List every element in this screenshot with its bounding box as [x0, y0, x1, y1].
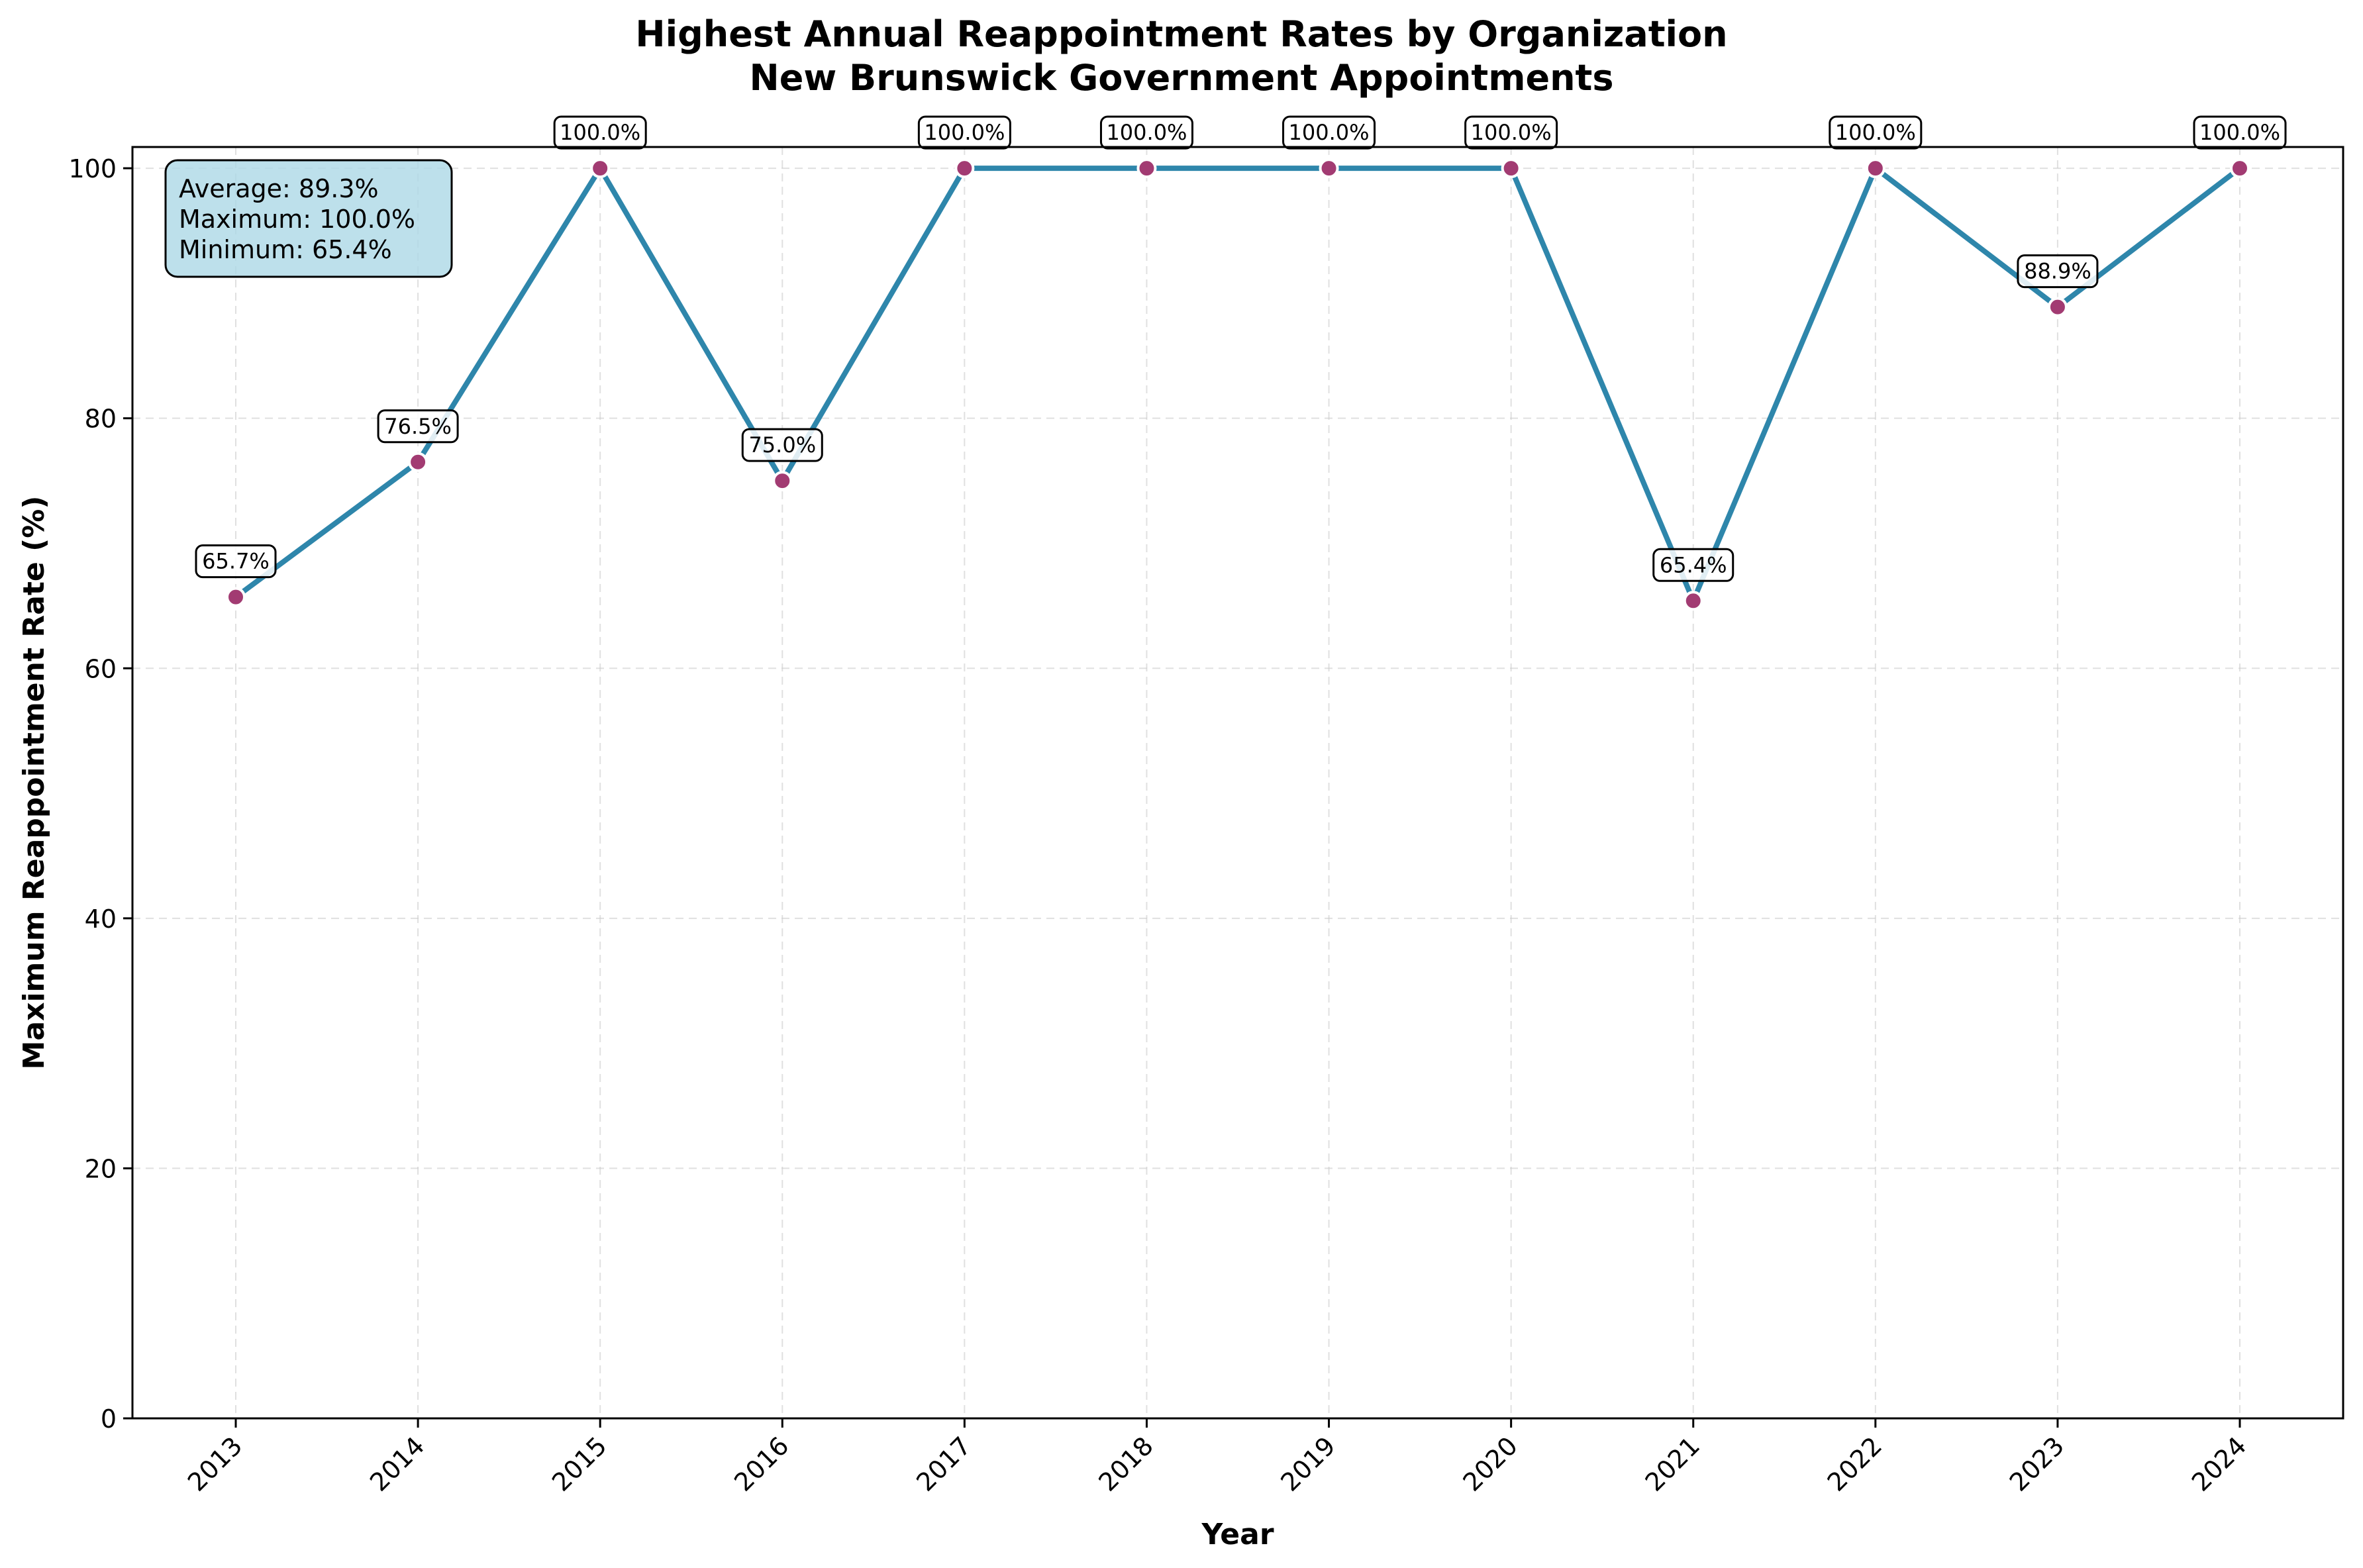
data-point	[1319, 158, 1339, 179]
series-line	[233, 166, 2242, 604]
data-point	[2047, 297, 2068, 317]
data-label: 100.0%	[1835, 120, 1916, 145]
data-labels: 65.7% 76.5% 100.0% 75.0% 100.0% 100.0% 100.0% 1…	[195, 115, 2287, 582]
stats-minimum: Minimum: 65.4%	[179, 235, 392, 264]
data-point	[954, 158, 975, 179]
y-tick-label: 0	[101, 1404, 117, 1434]
data-label: 100.0%	[1289, 120, 1370, 145]
chart-subtitle: New Brunswick Government Appointments	[750, 57, 1614, 99]
data-label: 75.0%	[748, 432, 816, 458]
data-label-box	[741, 428, 823, 462]
data-point	[408, 452, 428, 472]
chart-title: Highest Annual Reappointment Rates by Or…	[635, 13, 1727, 55]
data-label: 88.9%	[2024, 259, 2091, 284]
data-label-box	[2017, 254, 2099, 289]
y-tick-label: 60	[85, 654, 117, 683]
data-label-box	[1282, 115, 1376, 150]
series-line-group	[233, 166, 2242, 604]
data-label: 100.0%	[924, 120, 1005, 145]
data-label-box	[1829, 115, 1923, 150]
plot-frame	[131, 146, 2344, 1420]
y-tick-label: 80	[85, 405, 117, 434]
data-label-box	[1099, 115, 1193, 150]
y-tick-label: 20	[85, 1154, 117, 1183]
y-tick-label: 40	[85, 905, 117, 934]
stats-box-background	[164, 159, 453, 278]
data-label: 100.0%	[2199, 120, 2280, 145]
y-axis-label: Maximum Reappointment Rate (%)	[17, 496, 51, 1070]
data-point	[772, 471, 793, 491]
data-label: 65.4%	[1660, 552, 1727, 577]
data-point	[1501, 158, 1521, 179]
data-point	[1136, 158, 1157, 179]
data-point	[2230, 158, 2250, 179]
data-label-box	[553, 115, 647, 150]
data-label: 65.7%	[202, 549, 270, 574]
stats-maximum: Maximum: 100.0%	[179, 205, 415, 234]
data-label-box	[1652, 548, 1735, 582]
data-label-box	[1464, 115, 1558, 150]
stats-box: Average: 89.3% Maximum: 100.0% Minimum: …	[164, 159, 453, 278]
data-label-box	[2193, 115, 2287, 150]
data-label: 100.0%	[1106, 120, 1187, 145]
data-label-box	[195, 544, 277, 579]
data-label: 100.0%	[560, 120, 640, 145]
data-point	[590, 158, 611, 179]
data-point	[226, 587, 246, 607]
data-label: 100.0%	[1471, 120, 1552, 145]
data-point	[1683, 591, 1703, 611]
x-axis-label: Year	[1201, 1518, 1274, 1551]
stats-average: Average: 89.3%	[179, 174, 379, 203]
data-label-box	[917, 115, 1011, 150]
data-label: 76.5%	[384, 414, 452, 439]
markers	[226, 158, 2250, 611]
data-point	[1865, 158, 1885, 179]
data-label-box	[377, 409, 459, 444]
grid	[132, 147, 2343, 1419]
y-tick-label: 100	[68, 154, 117, 183]
